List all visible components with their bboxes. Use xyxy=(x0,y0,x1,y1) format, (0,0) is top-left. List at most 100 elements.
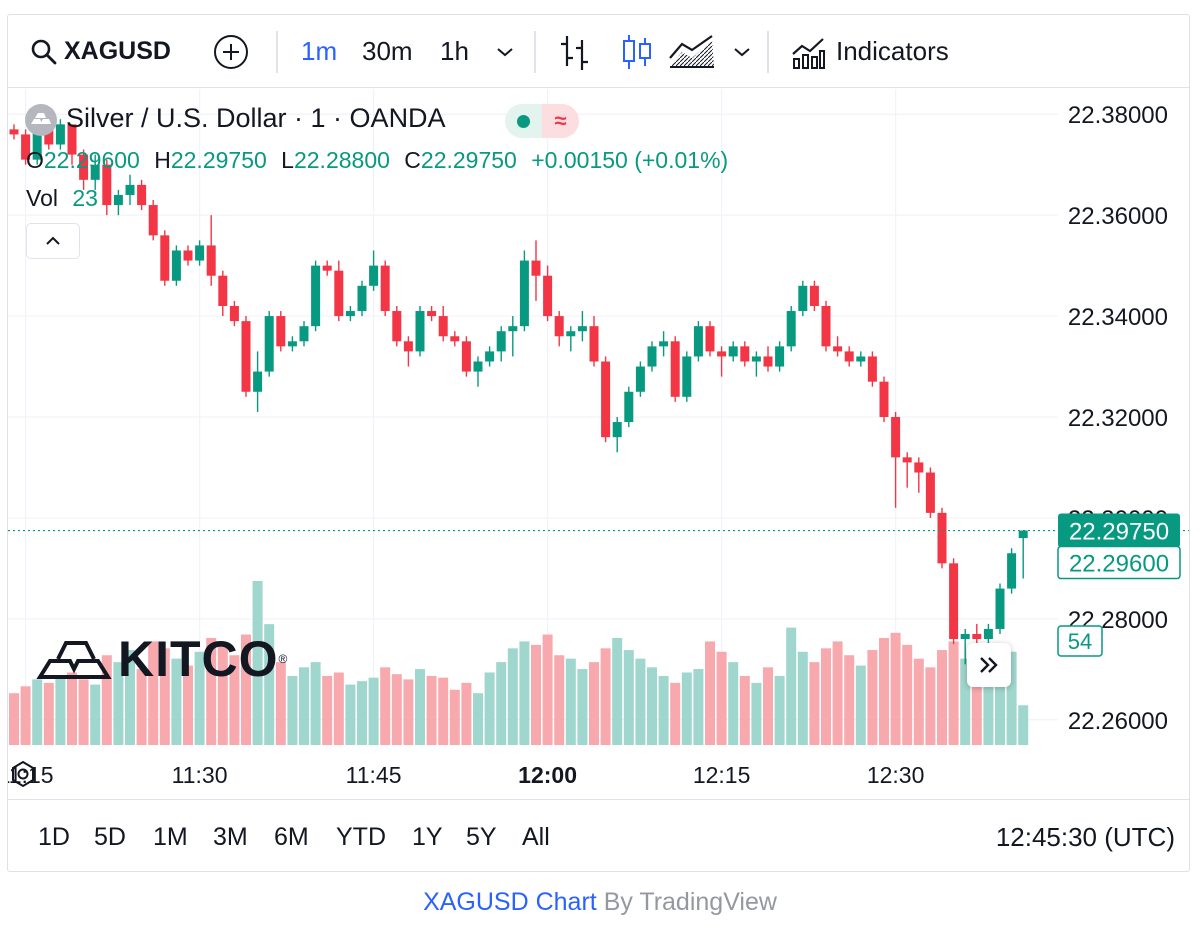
volume-bar xyxy=(589,662,599,745)
candle-body xyxy=(345,311,355,317)
indicators-label: Indicators xyxy=(836,36,949,66)
kitco-watermark: KITCO ® xyxy=(36,629,287,689)
last-price-badge xyxy=(1058,513,1180,548)
volume-bar xyxy=(20,686,31,745)
volume-bar xyxy=(797,651,808,745)
volume-bar xyxy=(113,662,124,745)
volume-bar xyxy=(1006,651,1017,745)
bars-icon xyxy=(561,35,588,70)
candle-chart-type-button[interactable] xyxy=(620,15,654,88)
interval-1h[interactable]: 1h xyxy=(440,36,469,66)
volume-bar xyxy=(438,677,449,745)
volume-bar xyxy=(844,655,855,745)
candle-body xyxy=(844,351,854,362)
range-1d[interactable]: 1D xyxy=(38,822,70,851)
range-1y[interactable]: 1Y xyxy=(412,822,443,851)
time-tick-label: 12:15 xyxy=(693,762,751,788)
toolbar-separator xyxy=(276,31,278,73)
range-5y[interactable]: 5Y xyxy=(466,822,497,851)
candle-body xyxy=(369,265,379,286)
volume-bar xyxy=(681,672,692,745)
candle-body xyxy=(276,316,286,347)
compare-button[interactable] xyxy=(212,15,250,88)
scroll-to-realtime-button[interactable] xyxy=(967,643,1011,687)
range-all[interactable]: All xyxy=(522,822,550,851)
collapse-legend-button[interactable] xyxy=(26,223,80,259)
range-6m[interactable]: 6M xyxy=(274,822,309,851)
settings-icon[interactable] xyxy=(8,759,38,789)
volume-bar xyxy=(693,669,704,745)
market-status-pill[interactable]: ≈ xyxy=(505,104,579,138)
volume-bar xyxy=(136,669,147,745)
candle-body xyxy=(160,235,170,281)
candle-body xyxy=(450,336,460,342)
candle-body xyxy=(693,326,703,357)
chart-link[interactable]: XAGUSD Chart xyxy=(423,888,597,916)
volume-bar xyxy=(739,675,750,745)
range-ytd[interactable]: YTD xyxy=(336,822,386,851)
volume-bar xyxy=(287,675,298,745)
volume-bar xyxy=(322,675,333,745)
candle-body xyxy=(113,194,123,206)
candle-body xyxy=(751,356,761,362)
indicators-button[interactable]: Indicators xyxy=(790,15,949,88)
candle-body xyxy=(1018,530,1028,539)
price-chart[interactable]: 22.3800022.3600022.3400022.3200022.28000… xyxy=(8,15,1190,799)
bar-chart-type-button[interactable] xyxy=(558,15,592,88)
candle-body xyxy=(670,341,680,397)
volume-bar xyxy=(391,674,402,745)
candle-body xyxy=(380,265,390,312)
candle-body xyxy=(171,250,181,281)
volume-bar xyxy=(229,655,240,745)
candle-body xyxy=(925,472,935,513)
interval-30m[interactable]: 30m xyxy=(362,36,413,66)
interval-dropdown[interactable] xyxy=(495,15,515,88)
candle-body xyxy=(438,316,448,337)
candle-body xyxy=(554,316,564,337)
candle-body xyxy=(577,326,587,332)
volume-bar xyxy=(542,634,553,745)
candle-body xyxy=(9,129,19,135)
volume-legend: Vol 23 xyxy=(26,185,98,212)
candle-body xyxy=(960,633,970,640)
candles-icon xyxy=(623,34,651,69)
ohlc-legend: O22.29600 H22.29750 L22.28800 C22.29750 … xyxy=(26,147,728,174)
candle-body xyxy=(635,366,645,392)
candle-body xyxy=(821,305,831,347)
symbol-search[interactable]: XAGUSD xyxy=(30,15,171,88)
volume-bar xyxy=(496,662,507,745)
chevron-up-icon xyxy=(46,236,60,245)
candle-body xyxy=(786,311,796,347)
candle-body xyxy=(229,305,239,322)
volume-bar xyxy=(380,667,391,745)
range-bar: 1D 5D 1M 3M 6M YTD 1Y 5Y All 12:45:30 (U… xyxy=(8,799,1189,871)
volume-bar xyxy=(971,663,982,745)
volume-bar xyxy=(890,632,901,745)
range-1m[interactable]: 1M xyxy=(153,822,188,851)
tradingview-credit[interactable]: By TradingView xyxy=(603,888,777,916)
candle-body xyxy=(496,331,506,352)
candle-body xyxy=(543,275,553,317)
candle-body xyxy=(137,184,147,206)
area-chart-type-button[interactable] xyxy=(668,15,716,88)
range-5d[interactable]: 5D xyxy=(94,822,126,851)
volume-bar xyxy=(763,667,773,745)
price-tick-label: 22.32000 xyxy=(1068,405,1168,432)
volume-bar xyxy=(809,662,820,745)
chart-widget: XAGUSD 1m 30m 1h xyxy=(7,14,1190,872)
volume-bar xyxy=(333,672,344,745)
volume-bar xyxy=(670,682,681,745)
volume-bar xyxy=(90,684,101,745)
volume-bar xyxy=(403,679,414,745)
chart-type-dropdown[interactable] xyxy=(732,15,752,88)
prev-price-text: 22.29600 xyxy=(1069,551,1169,578)
candle-body xyxy=(972,633,982,640)
range-3m[interactable]: 3M xyxy=(213,822,248,851)
interval-1m[interactable]: 1m xyxy=(301,36,338,66)
volume-bar xyxy=(832,641,843,745)
volume-bar xyxy=(519,641,530,745)
price-tick-label: 22.34000 xyxy=(1068,304,1168,331)
utc-clock[interactable]: 12:45:30 (UTC) xyxy=(995,821,1175,852)
candle-body xyxy=(403,341,413,352)
volume-bar xyxy=(1018,705,1029,745)
